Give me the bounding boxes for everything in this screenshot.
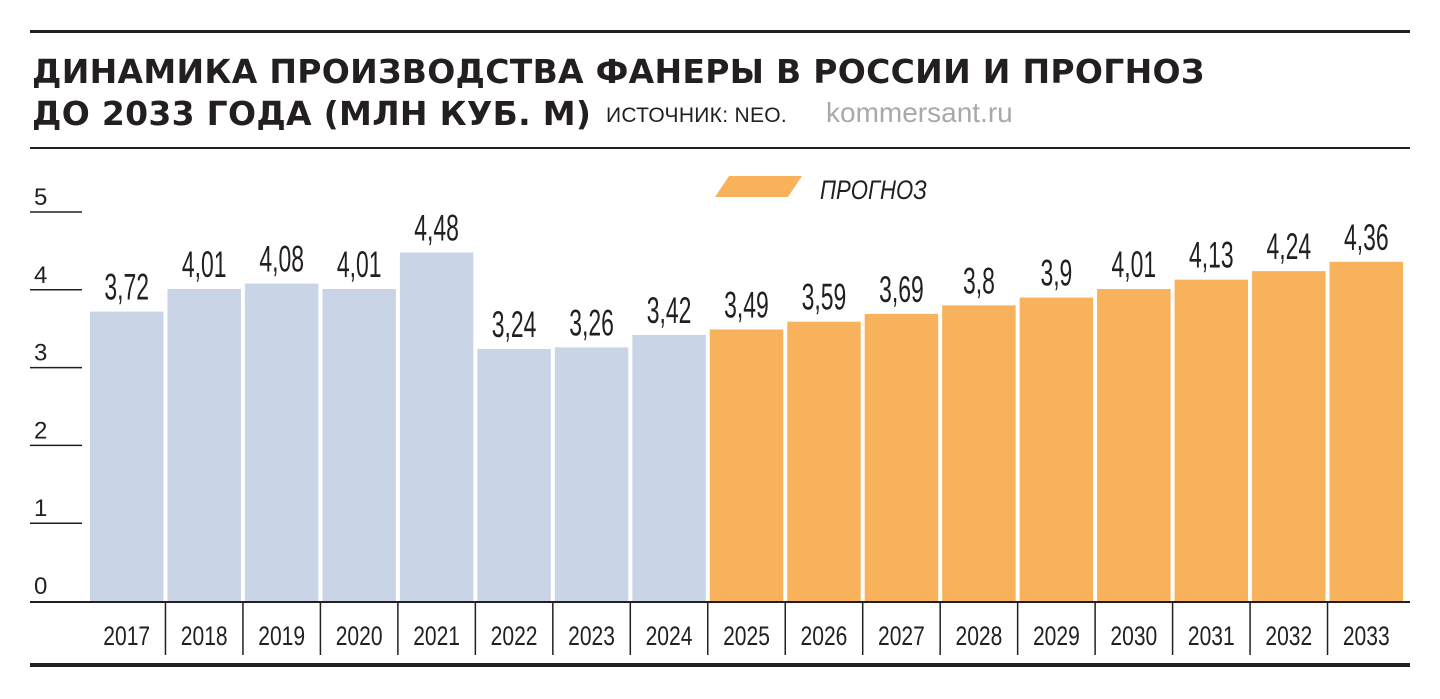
x-tick-label: 2017: [103, 622, 150, 652]
y-tick-label: 5: [34, 184, 47, 211]
bar: [1097, 289, 1171, 601]
bar: [942, 305, 1016, 601]
bar: [322, 289, 396, 601]
x-tick-label: 2022: [491, 622, 538, 652]
bar-value-label: 4,13: [1189, 234, 1234, 276]
x-tick-label: 2032: [1265, 622, 1312, 652]
x-tick-label: 2018: [181, 622, 228, 652]
bar-value-label: 3,72: [104, 266, 149, 308]
legend-swatch-forecast: [715, 176, 802, 197]
legend-label-forecast: ПРОГНОЗ: [820, 176, 927, 206]
bar: [399, 252, 474, 601]
top-rule: [30, 30, 1410, 33]
bar: [1174, 279, 1249, 601]
bar-value-label: 4,01: [337, 243, 382, 285]
y-tick-label: 0: [34, 573, 47, 600]
x-tick-label: 2027: [878, 622, 925, 652]
x-tick-label: 2021: [413, 622, 460, 652]
y-tick-label: 3: [34, 340, 47, 367]
bar: [709, 329, 784, 601]
chart-title-line-2: ДО 2033 ГОДА (МЛН КУБ. М): [32, 94, 592, 133]
bar-value-label: 4,08: [259, 238, 304, 280]
x-tick-label: 2033: [1343, 622, 1390, 652]
x-tick-label: 2024: [646, 622, 693, 652]
bar-value-label: 4,36: [1344, 216, 1389, 258]
bar: [632, 334, 706, 601]
y-tick-label: 1: [34, 495, 47, 522]
bar: [244, 283, 319, 601]
y-tick-label: 4: [34, 262, 47, 289]
x-tick-label: 2031: [1188, 622, 1235, 652]
bar-value-label: 3,8: [963, 260, 995, 302]
header-rule: [30, 147, 1410, 149]
bar-value-label: 4,48: [414, 207, 459, 249]
bar: [167, 289, 241, 601]
bar: [477, 348, 551, 601]
bar: [554, 347, 629, 601]
bar-value-label: 3,42: [647, 289, 692, 331]
x-tick-label: 2020: [336, 622, 383, 652]
bar-value-label: 3,59: [802, 276, 847, 318]
y-tick-label: 2: [34, 417, 47, 444]
bar-value-label: 3,69: [879, 268, 924, 310]
x-tick-label: 2026: [801, 622, 848, 652]
x-tick-label: 2028: [955, 622, 1002, 652]
bar-value-label: 3,24: [492, 303, 537, 345]
chart-title-line-1: ДИНАМИКА ПРОИЗВОДСТВА ФАНЕРЫ В РОССИИ И …: [32, 52, 1205, 91]
bar-value-label: 3,26: [569, 302, 614, 344]
bar-value-label: 3,9: [1040, 252, 1072, 294]
bar: [1019, 297, 1094, 601]
bar: [90, 311, 164, 601]
bar-value-label: 3,49: [724, 284, 769, 326]
x-tick-label: 2023: [568, 622, 615, 652]
bar: [864, 313, 939, 601]
bottom-rule: [30, 663, 1410, 667]
bar: [787, 321, 861, 601]
x-tick-label: 2025: [723, 622, 770, 652]
bar-value-label: 4,01: [1112, 243, 1157, 285]
site-credit: kommersant.ru: [826, 97, 1013, 128]
source-note: ИСТОЧНИК: NEO.: [606, 104, 788, 127]
bar: [1252, 271, 1326, 601]
x-tick-label: 2030: [1110, 622, 1157, 652]
bar: [1329, 261, 1403, 601]
x-tick-label: 2029: [1033, 622, 1080, 652]
x-tick-label: 2019: [258, 622, 305, 652]
bar-value-label: 4,24: [1266, 225, 1311, 267]
bar-value-label: 4,01: [182, 243, 227, 285]
